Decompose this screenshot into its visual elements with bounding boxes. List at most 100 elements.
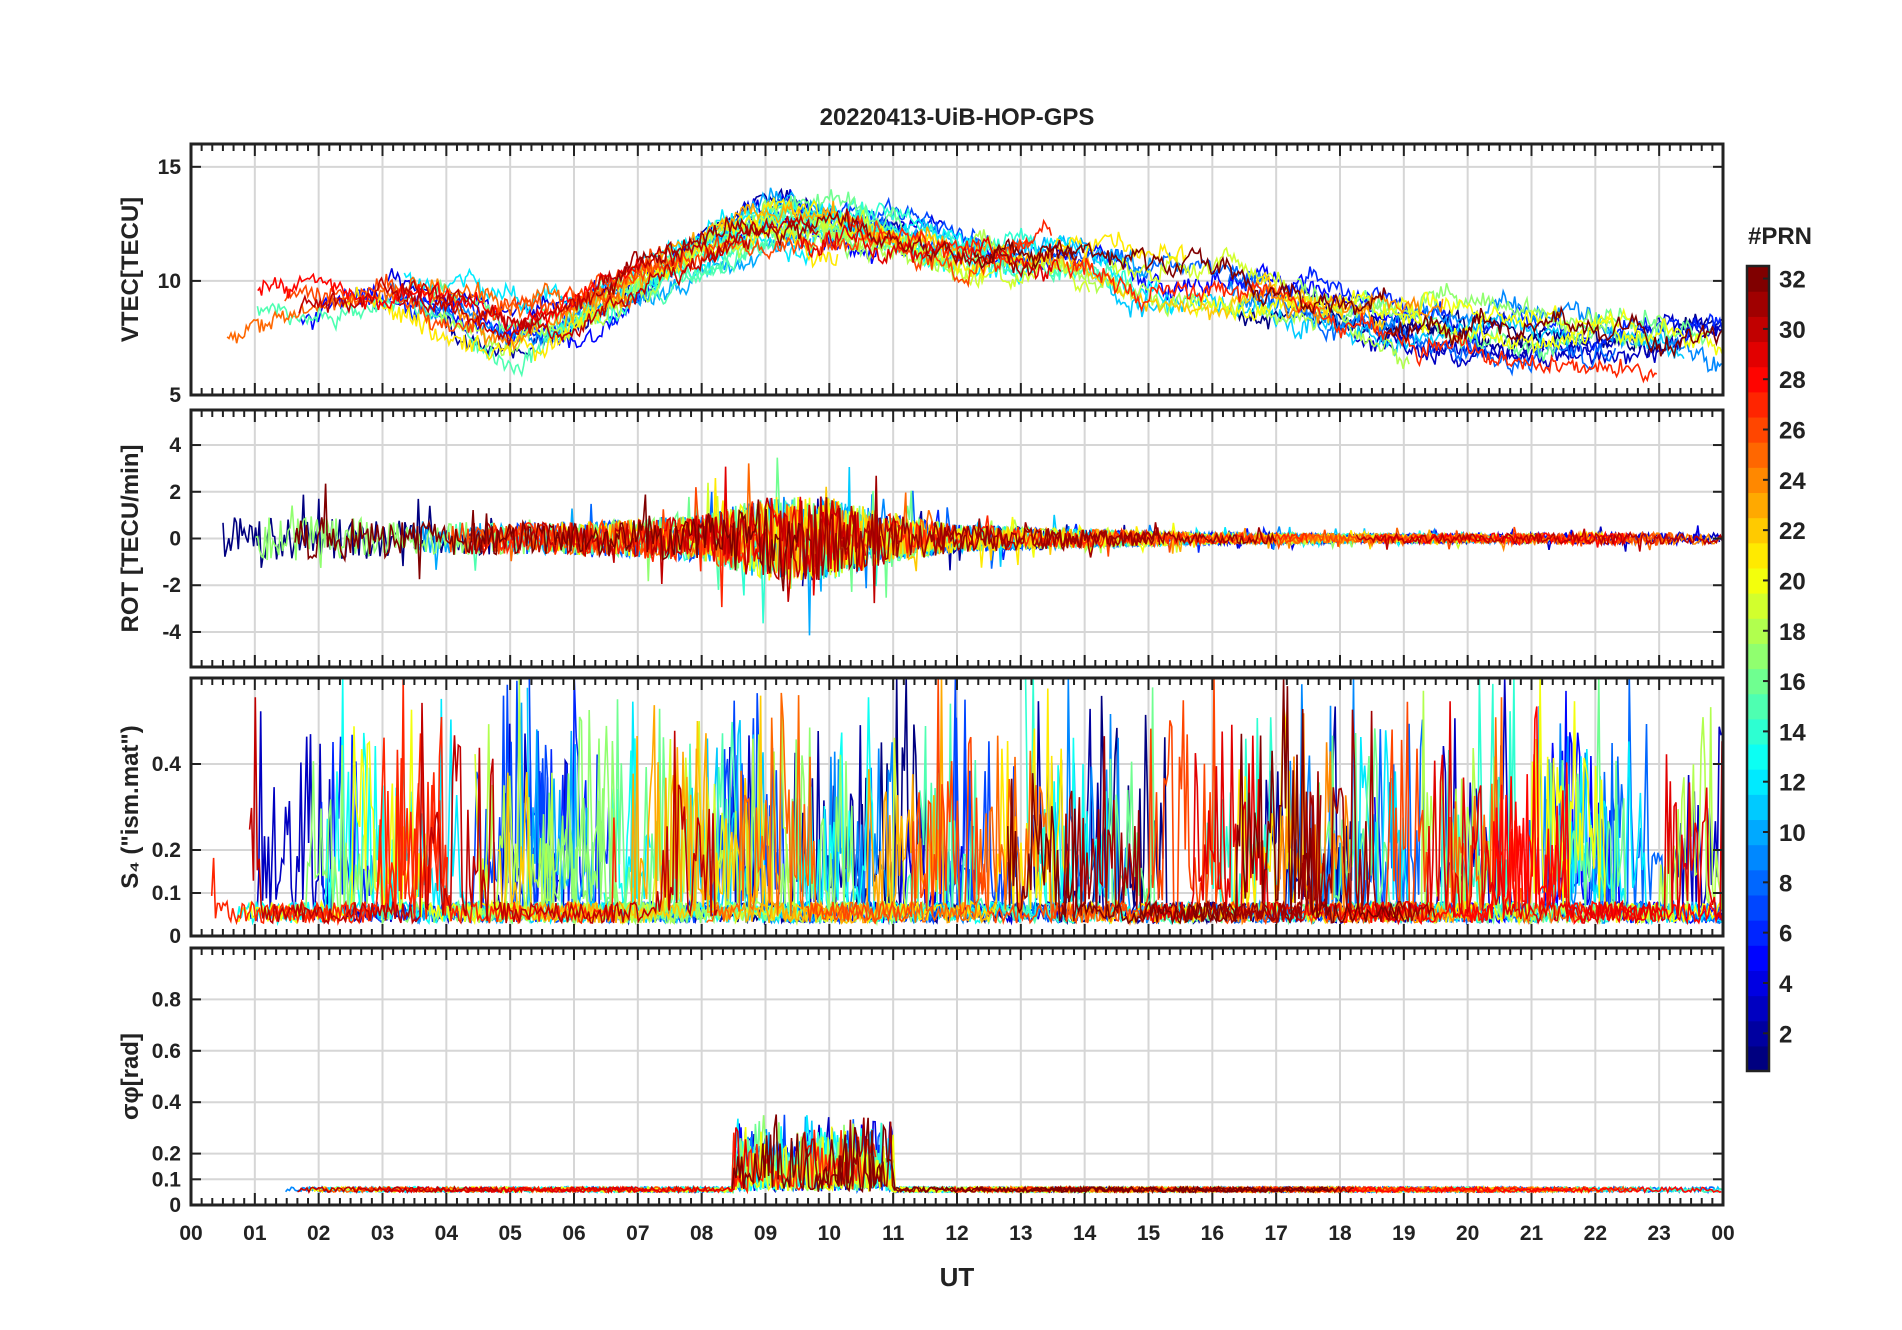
x-tick-label: 06 bbox=[562, 1222, 585, 1245]
series-prn-26 bbox=[1078, 526, 1673, 557]
y-tick-label: -4 bbox=[162, 621, 181, 644]
colorbar-segment-prn-5 bbox=[1747, 945, 1769, 971]
series-prn-30 bbox=[1355, 528, 1723, 552]
colorbar-segment-prn-17 bbox=[1747, 643, 1769, 670]
series-prn-32 bbox=[973, 237, 1387, 315]
series-prn-32 bbox=[1384, 304, 1723, 359]
colorbar-segment-prn-21 bbox=[1747, 542, 1769, 569]
series-prn-16 bbox=[1347, 289, 1711, 362]
y-axis-label-s4: S₄ ("ism.mat") bbox=[117, 725, 144, 889]
colorbar-frame bbox=[1745, 264, 1771, 1073]
series-prn-30 bbox=[398, 234, 751, 346]
colorbar-segment-prn-9 bbox=[1747, 844, 1769, 871]
colorbar-segment-prn-2 bbox=[1747, 1020, 1769, 1047]
series-prn-28 bbox=[1347, 1185, 1722, 1194]
series-prn-27 bbox=[1066, 257, 1658, 384]
x-tick-label: 17 bbox=[1264, 1222, 1287, 1245]
x-tick-label: 05 bbox=[498, 1222, 522, 1245]
colorbar-segment-prn-28 bbox=[1747, 366, 1769, 393]
series-prn-32 bbox=[294, 483, 801, 592]
colorbar-label: #PRN bbox=[1748, 223, 1812, 250]
y-axis-label-vtec: VTEC[TECU] bbox=[117, 197, 144, 342]
colorbar-segment-prn-30 bbox=[1747, 316, 1769, 343]
y-tick-label: 0.2 bbox=[152, 1143, 181, 1166]
series-prn-30 bbox=[298, 213, 819, 331]
y-tick-label: 2 bbox=[169, 481, 181, 504]
panel-sigma_phi: 0 0.10.2 0.4 0.6 0.8 σφ[rad] bbox=[117, 946, 1725, 1217]
x-tick-label: 04 bbox=[435, 1222, 459, 1245]
series-prn-29 bbox=[1144, 701, 1723, 926]
colorbar-tick-label: 10 bbox=[1779, 820, 1806, 847]
x-tick-label: 19 bbox=[1392, 1222, 1415, 1245]
colorbar-segment-prn-25 bbox=[1747, 442, 1769, 468]
panel-vtec: 5 10 15 VTEC[TECU] bbox=[117, 142, 1725, 407]
series-prn-28 bbox=[1344, 754, 1723, 926]
colorbar-tick-label: 22 bbox=[1779, 518, 1806, 545]
colorbar-segment-prn-23 bbox=[1747, 492, 1769, 519]
colorbar-tick-label: 30 bbox=[1779, 317, 1806, 344]
y-tick-label: 5 bbox=[169, 384, 181, 407]
colorbar-segment-prn-29 bbox=[1747, 341, 1769, 368]
x-ticks bbox=[190, 678, 1724, 936]
chart-title: 20220413-UiB-HOP-GPS bbox=[820, 104, 1095, 131]
y-tick-label: 0 bbox=[169, 1194, 181, 1217]
series-prn-31 bbox=[595, 208, 1078, 297]
y-tick-label: 0.2 bbox=[152, 839, 181, 862]
colorbar-tick-label: 24 bbox=[1779, 468, 1806, 495]
colorbar-tick-label: 4 bbox=[1779, 971, 1793, 998]
y-tick-label: 0 bbox=[169, 925, 181, 948]
colorbar-segment-prn-7 bbox=[1747, 894, 1769, 921]
y-tick-label: 0.1 bbox=[152, 882, 182, 905]
colorbar-tick-label: 20 bbox=[1779, 568, 1806, 595]
x-tick-label: 08 bbox=[690, 1222, 714, 1245]
colorbar-tick-label: 16 bbox=[1779, 669, 1806, 696]
x-tick-labels: 00 01 02 03 04 05 06 07 08 09 10 11 12 13 14 15 16 17 18 19… bbox=[179, 1222, 1734, 1245]
colorbar-segment-prn-14 bbox=[1747, 718, 1769, 745]
series-group bbox=[284, 1114, 1722, 1195]
panel-rot: -4 -2 0 2 4 ROT [TECU/min] bbox=[117, 408, 1725, 669]
series-prn-31 bbox=[930, 518, 1277, 553]
x-tick-label: 02 bbox=[307, 1222, 330, 1245]
series-prn-25 bbox=[226, 276, 634, 344]
series-group bbox=[210, 678, 1723, 927]
series-prn-17 bbox=[1296, 277, 1668, 349]
colorbar-segment-prn-32 bbox=[1747, 266, 1769, 292]
colorbar-segment-prn-3 bbox=[1747, 995, 1769, 1022]
series-prn-31 bbox=[1179, 709, 1436, 924]
x-tick-label: 12 bbox=[945, 1222, 968, 1245]
x-tick-label: 14 bbox=[1073, 1222, 1097, 1245]
x-tick-label: 07 bbox=[626, 1222, 649, 1245]
colorbar-tick-label: 26 bbox=[1779, 418, 1806, 445]
colorbar-segment-prn-12 bbox=[1747, 769, 1769, 795]
y-tick-label: 0.4 bbox=[152, 753, 182, 776]
colorbar-tick-label: 8 bbox=[1779, 870, 1792, 897]
series-prn-30 bbox=[248, 697, 718, 925]
colorbar-segment-prn-1 bbox=[1747, 1045, 1769, 1072]
series-prn-24 bbox=[1250, 282, 1444, 324]
series-prn-32 bbox=[1007, 678, 1405, 925]
colorbar-segment-prn-10 bbox=[1747, 819, 1769, 846]
series-prn-18 bbox=[472, 678, 848, 926]
y-tick-label: 10 bbox=[158, 270, 181, 293]
series-prn-27 bbox=[847, 211, 1053, 272]
colorbar-segment-prn-24 bbox=[1747, 467, 1769, 494]
colorbar-segment-prn-11 bbox=[1747, 794, 1769, 821]
y-axis-label-sigma_phi: σφ[rad] bbox=[117, 1033, 144, 1120]
colorbar-segment-prn-22 bbox=[1747, 517, 1769, 544]
colorbar-segment-prn-4 bbox=[1747, 970, 1769, 997]
colorbar-segment-prn-13 bbox=[1747, 743, 1769, 770]
colorbar-segment-prn-18 bbox=[1747, 618, 1769, 644]
colorbar-tick-label: 12 bbox=[1779, 770, 1806, 797]
colorbar-segment-prn-31 bbox=[1747, 291, 1769, 317]
series-prn-29 bbox=[463, 1127, 749, 1194]
series-prn-26 bbox=[560, 220, 1034, 307]
x-tick-label: 21 bbox=[1520, 1222, 1544, 1245]
panel-s4: 0 0.1 0.2 0.4 S₄ ("ism.mat") bbox=[117, 676, 1725, 948]
series-group bbox=[222, 457, 1723, 636]
colorbar-segment-prn-20 bbox=[1747, 567, 1769, 594]
y-tick-label: 4 bbox=[169, 434, 181, 457]
x-axis-label: UT bbox=[940, 1262, 975, 1292]
series-prn-31 bbox=[1061, 736, 1322, 927]
x-tick-label: 00 bbox=[179, 1222, 202, 1245]
